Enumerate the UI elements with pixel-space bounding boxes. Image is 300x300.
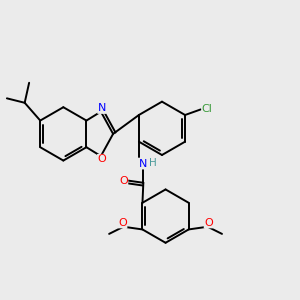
Text: O: O [119,176,128,186]
Text: N: N [139,159,148,169]
Text: Cl: Cl [202,104,213,114]
Text: O: O [118,218,127,228]
Text: O: O [204,218,213,228]
Text: N: N [98,103,106,113]
Text: H: H [149,158,157,168]
Text: O: O [98,154,106,164]
